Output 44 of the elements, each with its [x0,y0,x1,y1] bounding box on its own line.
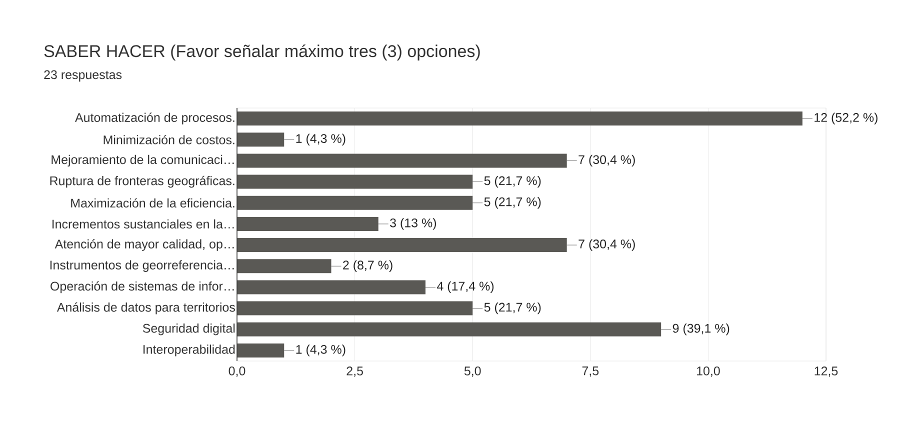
x-tick-label: 2,5 [346,366,363,377]
bar [237,132,284,147]
data-label: 5 (21,7 %) [484,176,541,188]
y-tick-label: Minimización de costos. [104,134,234,144]
text: 23 respuestas [44,70,122,82]
x-tick-label: 10,0 [697,366,720,377]
y-tick-label: Seguridad digital [142,324,235,336]
data-label: 1 (4,3 %) [296,344,346,356]
y-tick-label: Instrumentos de georreferencia… [50,260,234,272]
y-tick-label: Maximización de la eficiencia. [71,198,234,208]
y-tick-label: Análisis de datos para territorios [56,302,235,314]
bar [237,259,332,274]
data-label: 7 (30,4 %) [578,154,635,167]
y-tick-label: Mejoramiento de la comunicaci… [52,154,234,167]
data-label: 5 (21,7 %) [484,302,541,314]
data-label: 12 (52,2 %) [814,112,878,124]
data-label: 1 (4,3 %) [296,134,346,146]
bar [237,343,284,358]
data-label: 9 (39,1 %) [672,324,730,336]
y-tick-label: Incrementos sustanciales en la… [52,219,234,229]
data-label: 3 (13 %) [390,218,436,230]
data-label: 4 (17,4 %) [436,281,494,294]
bar [237,238,567,252]
x-tick-label: 0,0 [228,366,246,377]
chart-title: SABER HACER (Favor señalar máximo tres (3) opciones) [44,44,480,61]
data-label: 5 (21,7 %) [484,197,541,209]
y-tick-label: Operación de sistemas de infor… [50,281,234,294]
y-tick-label: Ruptura de fronteras geográficas. [50,176,234,188]
data-label: 2 (8,7 %) [343,260,392,272]
bar [237,301,473,316]
y-tick-label: Atención de mayor calidad, op… [54,239,234,251]
x-tick-label: 12,5 [814,366,838,377]
data-label: 7 (30,4 %) [578,239,635,251]
bar [237,196,473,210]
bar [237,322,662,336]
bar [237,174,473,189]
y-tick-label: Interoperabilidad [144,344,235,356]
y-tick-label: Automatización de procesos. [74,112,234,124]
bar [237,154,567,168]
x-tick-label: 7,5 [582,366,599,377]
bar [237,280,426,294]
bar [237,216,378,231]
x-tick-label: 5,0 [464,366,481,377]
bar [237,112,802,126]
